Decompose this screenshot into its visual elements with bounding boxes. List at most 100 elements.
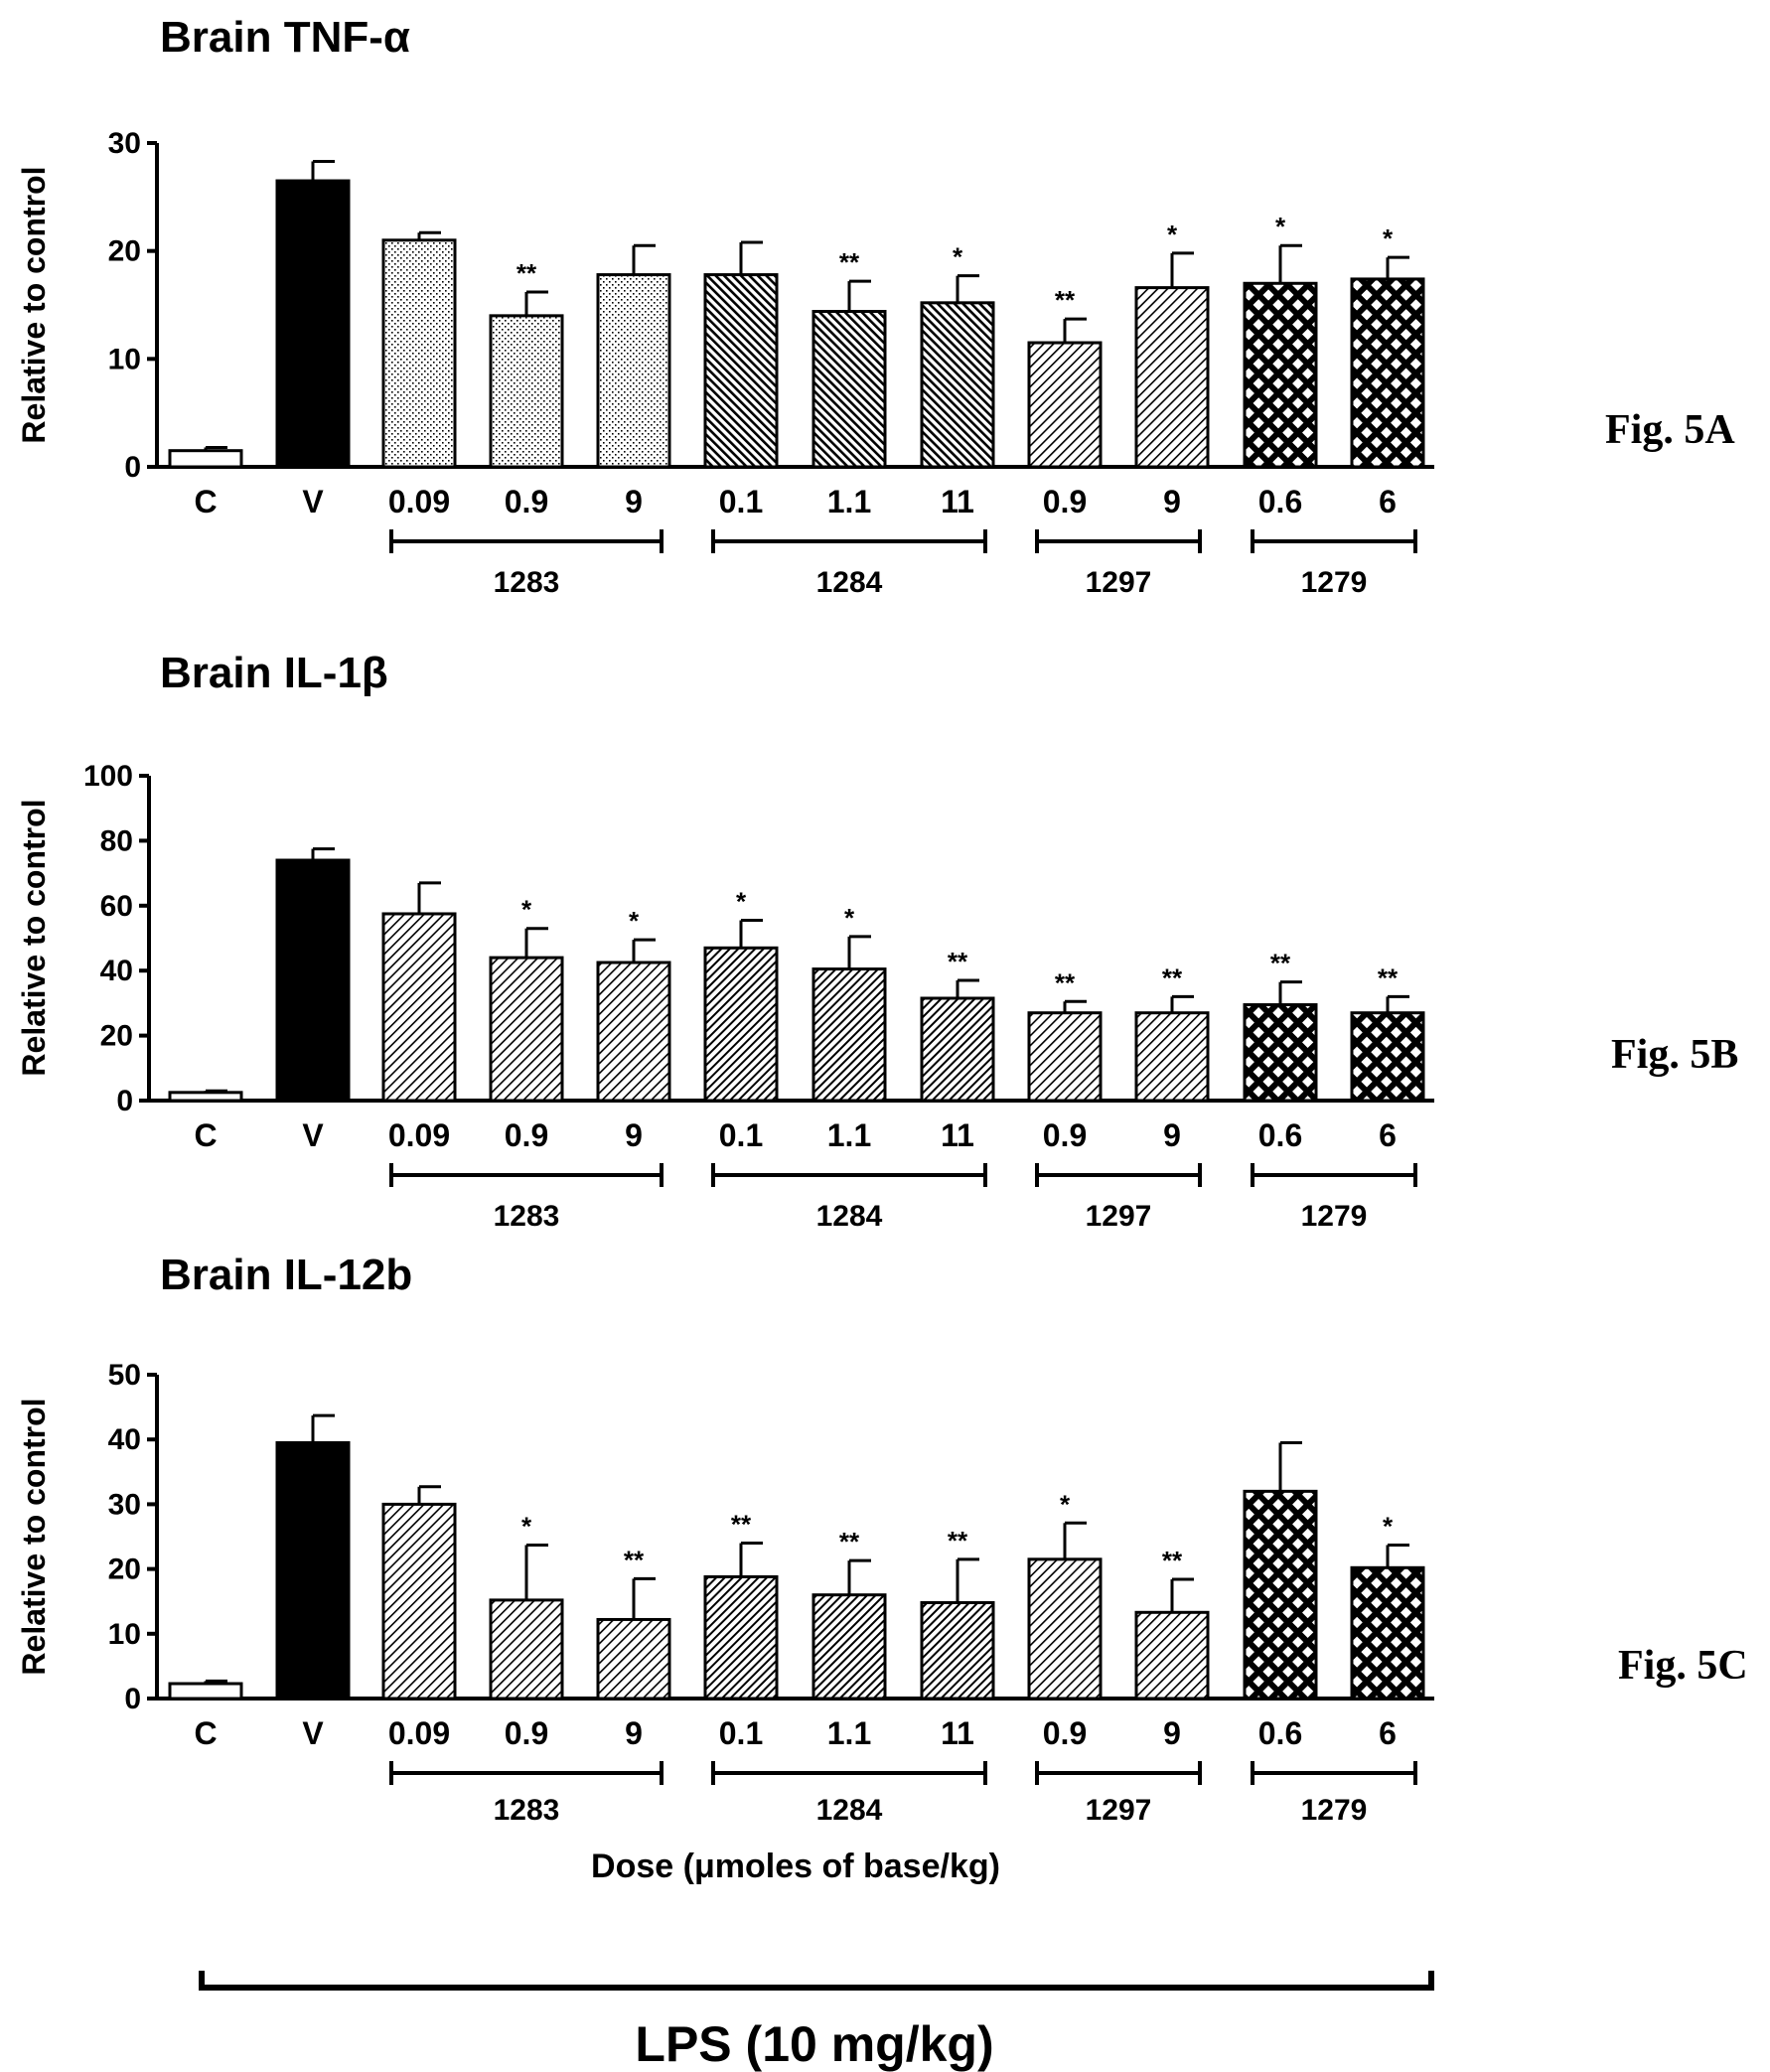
significance-marker: ** (1055, 285, 1076, 315)
bar (275, 1440, 351, 1701)
bar (1027, 1557, 1103, 1701)
category-label: 6 (1379, 484, 1397, 519)
category-label: 1.1 (827, 1117, 871, 1153)
significance-marker: * (1060, 1489, 1071, 1519)
y-tick-label: 30 (108, 127, 141, 160)
bar (1350, 1011, 1425, 1103)
group-label: 1283 (494, 566, 560, 599)
category-label: 11 (941, 1117, 974, 1153)
category-label: 0.1 (719, 1715, 763, 1751)
group-label: 1297 (1086, 566, 1152, 599)
significance-marker: ** (948, 947, 968, 976)
figure-label-5b: Fig. 5B (1611, 1032, 1738, 1078)
y-tick-label: 10 (108, 343, 141, 375)
category-label: 9 (1163, 484, 1181, 519)
bar (489, 1598, 564, 1701)
y-tick-label: 50 (108, 1359, 141, 1392)
category-label: 9 (625, 1715, 643, 1751)
significance-marker: * (521, 895, 532, 925)
bar (1350, 277, 1425, 469)
group-label: 1283 (494, 1200, 560, 1233)
y-tick-label: 0 (116, 1085, 133, 1117)
category-label: 0.6 (1258, 484, 1302, 519)
significance-marker: * (1383, 1511, 1394, 1541)
bar (168, 1091, 243, 1103)
bar (381, 238, 457, 469)
bar (811, 310, 887, 469)
significance-marker: * (953, 242, 963, 272)
significance-marker: ** (1378, 962, 1399, 992)
category-label: 0.9 (1043, 1715, 1087, 1751)
bar (1027, 1011, 1103, 1103)
bar (1243, 281, 1318, 469)
category-label: 6 (1379, 1715, 1397, 1751)
significance-marker: * (1383, 223, 1394, 253)
category-label: C (194, 484, 217, 519)
bar (381, 1502, 457, 1701)
bar (703, 1574, 779, 1701)
bar (596, 273, 671, 469)
y-tick-label: 60 (100, 890, 133, 923)
category-label: 0.9 (1043, 484, 1087, 519)
group-label: 1297 (1086, 1200, 1152, 1233)
group-label: 1284 (816, 1200, 883, 1233)
category-label: V (302, 484, 324, 519)
group-label: 1284 (816, 566, 883, 599)
figure-label-5c: Fig. 5C (1618, 1643, 1748, 1689)
category-label: 0.9 (505, 1715, 548, 1751)
category-label: 9 (625, 484, 643, 519)
category-label: C (194, 1715, 217, 1751)
significance-marker: * (736, 887, 747, 917)
group-label: 1279 (1301, 1200, 1368, 1233)
bar (1134, 1011, 1210, 1103)
chart-c-title: Brain IL-12b (160, 1251, 412, 1299)
bar (1243, 1489, 1318, 1701)
y-tick-label: 30 (108, 1488, 141, 1521)
bar (1134, 1610, 1210, 1701)
y-tick-label: 40 (108, 1423, 141, 1456)
bar (1243, 1003, 1318, 1103)
x-axis-label: Dose (μmoles of base/kg) (591, 1848, 1000, 1885)
significance-marker: ** (839, 1527, 860, 1556)
bar (1134, 286, 1210, 469)
bar (168, 1682, 243, 1701)
significance-marker: ** (624, 1545, 645, 1574)
category-label: 0.9 (505, 1117, 548, 1153)
y-tick-label: 40 (100, 955, 133, 987)
category-label: 0.9 (1043, 1117, 1087, 1153)
category-label: 9 (1163, 1117, 1181, 1153)
bar (1350, 1565, 1425, 1701)
category-label: 0.09 (388, 1117, 450, 1153)
group-label: 1279 (1301, 566, 1368, 599)
y-tick-label: 20 (108, 1554, 141, 1586)
y-tick-label: 20 (108, 235, 141, 268)
bar (596, 1617, 671, 1701)
bar (703, 946, 779, 1103)
chart-b-plot: 0 20 40 60 80 100 Relative to control C V 0.09 * 0.… (16, 760, 1434, 1233)
category-label: V (302, 1715, 324, 1751)
bar (275, 179, 351, 469)
bar (1027, 341, 1103, 469)
y-tick-label: 10 (108, 1618, 141, 1651)
group-label: 1279 (1301, 1794, 1368, 1827)
category-label: 0.1 (719, 484, 763, 519)
bar (920, 301, 995, 469)
bar (811, 967, 887, 1103)
group-label: 1284 (816, 1794, 883, 1827)
category-label: 0.6 (1258, 1117, 1302, 1153)
y-tick-label: 100 (83, 760, 133, 793)
significance-marker: * (1275, 212, 1286, 241)
significance-marker: ** (1162, 962, 1183, 992)
significance-marker: * (1167, 220, 1178, 249)
category-label: 1.1 (827, 484, 871, 519)
category-label: 0.6 (1258, 1715, 1302, 1751)
significance-marker: * (521, 1511, 532, 1541)
lps-bracket (199, 1971, 1434, 1991)
category-label: 9 (625, 1117, 643, 1153)
significance-marker: ** (1270, 949, 1291, 978)
bar (703, 273, 779, 469)
category-label: C (194, 1117, 217, 1153)
category-label: 11 (941, 484, 974, 519)
